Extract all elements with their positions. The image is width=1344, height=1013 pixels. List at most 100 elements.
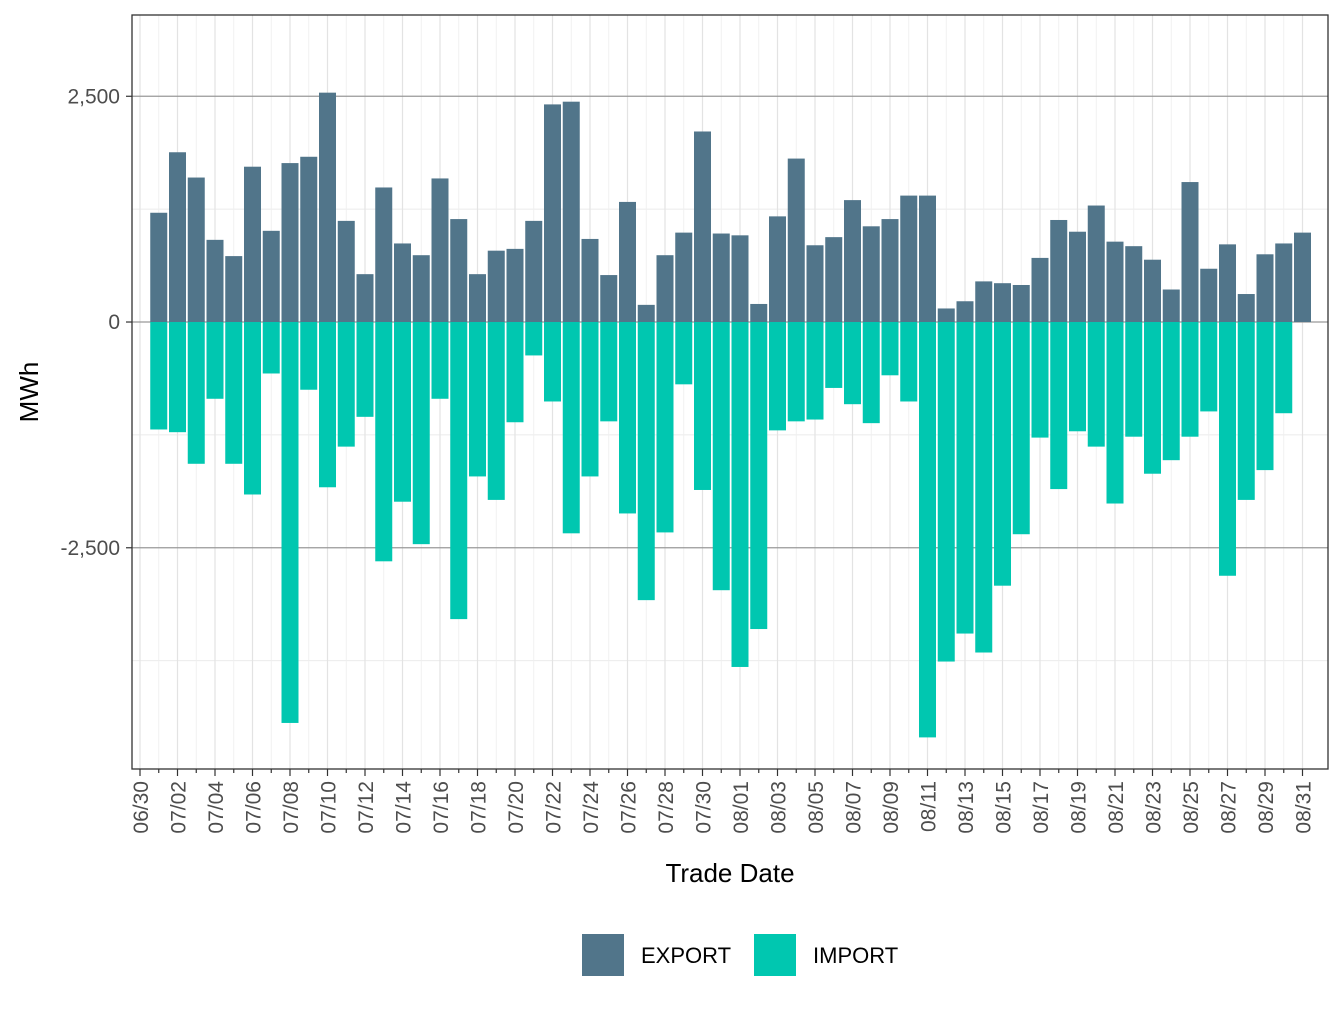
bar-export-08-02 (750, 303, 768, 323)
bar-import-07-08 (281, 322, 299, 723)
bar-export-07-04 (206, 239, 224, 323)
bar-import-07-30 (694, 322, 711, 490)
bar-import-08-27 (1219, 322, 1236, 576)
bar-import-08-12 (937, 322, 955, 662)
bar-import-07-17 (450, 322, 468, 620)
x-tick-label: 08/09 (880, 781, 903, 834)
bar-import-08-16 (1012, 322, 1030, 535)
x-tick-label: 08/21 (1105, 781, 1128, 834)
bar-export-07-14 (394, 243, 411, 323)
bar-export-08-19 (1069, 231, 1086, 323)
bar-import-07-22 (544, 322, 561, 402)
bar-export-08-22 (1125, 246, 1143, 323)
bar-import-08-17 (1031, 322, 1049, 438)
x-tick-label: 08/03 (768, 781, 791, 834)
x-tick-label: 07/20 (505, 781, 528, 834)
bar-import-07-15 (412, 322, 430, 545)
bar-import-07-11 (337, 322, 355, 447)
x-tick-label: 08/15 (993, 781, 1016, 834)
bar-import-08-05 (806, 322, 824, 420)
x-tick-label: 08/05 (805, 781, 828, 834)
bar-export-08-03 (769, 216, 786, 323)
bar-export-08-13 (956, 301, 974, 323)
bar-export-08-07 (844, 200, 861, 323)
legend-label-export: EXPORT (641, 943, 731, 968)
x-tick-label: 07/24 (580, 781, 603, 834)
bar-export-07-06 (244, 166, 261, 323)
bar-export-07-13 (375, 187, 393, 323)
x-tick-label: 08/19 (1068, 781, 1091, 834)
bar-export-07-01 (150, 212, 168, 323)
bar-export-07-23 (562, 101, 580, 323)
bar-export-07-25 (600, 275, 618, 323)
bar-export-08-30 (1275, 243, 1293, 323)
axis-layer: 2,500 0 -2,500 06/30 07/02 07/04 07/06 07/08 07/… (60, 85, 1315, 833)
bar-import-07-06 (244, 322, 261, 495)
bar-import-08-04 (787, 322, 805, 422)
bar-export-08-01 (731, 235, 749, 323)
x-tick-label: 07/22 (543, 781, 566, 834)
bar-import-08-24 (1162, 322, 1180, 461)
bar-export-07-05 (225, 256, 243, 323)
x-tick-label: 07/08 (280, 781, 303, 834)
x-tick-label: 07/04 (205, 781, 228, 834)
bar-export-07-30 (694, 131, 711, 323)
x-tick-label: 07/14 (393, 781, 416, 834)
bar-import-07-27 (637, 322, 655, 601)
bar-import-07-04 (206, 322, 224, 399)
bar-import-07-03 (187, 322, 205, 464)
bar-export-07-02 (169, 152, 186, 323)
bar-import-08-26 (1200, 322, 1218, 412)
bar-import-07-10 (319, 322, 336, 488)
bar-import-08-15 (994, 322, 1011, 586)
bar-export-07-17 (450, 219, 468, 323)
bar-import-07-16 (431, 322, 449, 399)
panel-border (131, 14, 1329, 770)
x-tick-label: 07/18 (468, 781, 491, 834)
bar-import-08-11 (919, 322, 936, 738)
bar-import-07-25 (600, 322, 618, 422)
bar-import-08-03 (769, 322, 786, 431)
bar-import-08-10 (900, 322, 918, 402)
bar-export-07-21 (525, 220, 543, 323)
bar-import-07-20 (506, 322, 524, 423)
legend-key-import (754, 934, 796, 976)
bar-import-07-26 (619, 322, 636, 514)
bar-export-08-12 (937, 308, 955, 323)
x-tick-label: 08/13 (955, 781, 978, 834)
bar-export-08-21 (1106, 241, 1124, 323)
bar-import-07-01 (150, 322, 168, 430)
bar-import-08-08 (862, 322, 880, 424)
y-tick-label: 2,500 (67, 85, 120, 108)
x-tick-label: 07/26 (618, 781, 641, 834)
x-tick-label: 08/11 (918, 781, 941, 832)
bar-export-08-31 (1294, 232, 1311, 323)
y-axis-title: MWh (14, 362, 44, 423)
x-tick-label: 08/07 (843, 781, 866, 834)
bar-export-07-18 (469, 274, 486, 323)
x-tick-label: 07/06 (243, 781, 266, 834)
bar-export-07-15 (412, 255, 430, 323)
bar-export-08-28 (1237, 294, 1255, 323)
bar-export-07-16 (431, 178, 449, 323)
bar-import-08-21 (1106, 322, 1124, 504)
bar-export-08-24 (1162, 289, 1180, 323)
bar-export-07-22 (544, 104, 561, 323)
bar-export-07-28 (656, 255, 674, 323)
bar-export-07-31 (712, 233, 730, 323)
bar-import-07-29 (675, 322, 693, 385)
bar-import-08-19 (1069, 322, 1086, 432)
x-tick-label: 07/28 (655, 781, 678, 834)
bar-import-08-06 (825, 322, 843, 388)
bar-export-08-14 (975, 281, 993, 323)
bar-import-08-01 (731, 322, 749, 667)
bar-import-07-31 (712, 322, 730, 591)
bar-import-07-05 (225, 322, 243, 464)
bar-import-08-22 (1125, 322, 1143, 437)
bar-import-08-23 (1144, 322, 1161, 474)
legend-key-export (582, 934, 624, 976)
bar-export-08-17 (1031, 257, 1049, 323)
x-tick-label: 07/12 (355, 781, 378, 834)
bar-export-08-25 (1181, 182, 1199, 323)
